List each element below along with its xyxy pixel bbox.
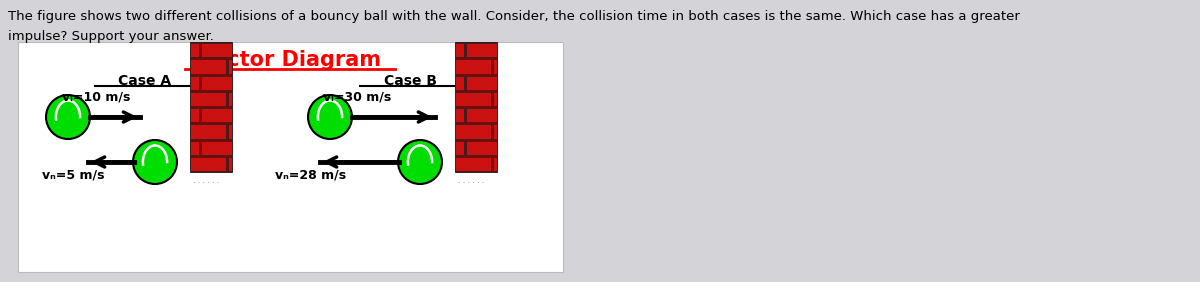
Bar (190, 43, 198, 57)
Bar (455, 43, 463, 57)
Bar (466, 43, 497, 57)
Bar (466, 76, 497, 90)
Bar (455, 76, 463, 90)
Bar (190, 92, 226, 106)
Bar (18, 42, 563, 272)
Bar (190, 76, 198, 90)
Circle shape (308, 95, 352, 139)
Text: Vector Diagram: Vector Diagram (198, 50, 382, 70)
Text: vᵢ=10 m/s: vᵢ=10 m/s (62, 90, 131, 103)
Bar (493, 157, 497, 171)
Text: . . . . . .: . . . . . . (193, 176, 220, 185)
Bar (200, 43, 232, 57)
Bar (190, 42, 232, 172)
Bar (455, 59, 491, 74)
Bar (190, 157, 226, 171)
Bar (190, 59, 226, 74)
Circle shape (133, 140, 178, 184)
Bar (455, 140, 463, 155)
Bar (190, 124, 226, 138)
Text: vᵢ=30 m/s: vᵢ=30 m/s (323, 90, 391, 103)
Bar (493, 124, 497, 138)
Bar (466, 140, 497, 155)
Bar (228, 157, 232, 171)
Circle shape (398, 140, 442, 184)
Bar (455, 92, 491, 106)
Bar (455, 157, 491, 171)
Text: Case B: Case B (384, 74, 437, 88)
Bar (228, 59, 232, 74)
Bar (200, 140, 232, 155)
Text: . . . . . .: . . . . . . (458, 176, 484, 185)
Bar (200, 76, 232, 90)
Bar (190, 108, 198, 122)
Bar (455, 124, 491, 138)
Text: impulse? Support your answer.: impulse? Support your answer. (8, 30, 214, 43)
Bar (228, 124, 232, 138)
Bar (466, 108, 497, 122)
Text: Case A: Case A (119, 74, 172, 88)
Text: vₙ=5 m/s: vₙ=5 m/s (42, 168, 104, 181)
Text: vₙ=28 m/s: vₙ=28 m/s (275, 168, 346, 181)
Bar (493, 92, 497, 106)
Text: The figure shows two different collisions of a bouncy ball with the wall. Consid: The figure shows two different collision… (8, 10, 1020, 23)
Bar (455, 42, 497, 172)
Circle shape (46, 95, 90, 139)
Bar (200, 108, 232, 122)
Bar (455, 108, 463, 122)
Bar (493, 59, 497, 74)
Bar (228, 92, 232, 106)
Bar (190, 140, 198, 155)
